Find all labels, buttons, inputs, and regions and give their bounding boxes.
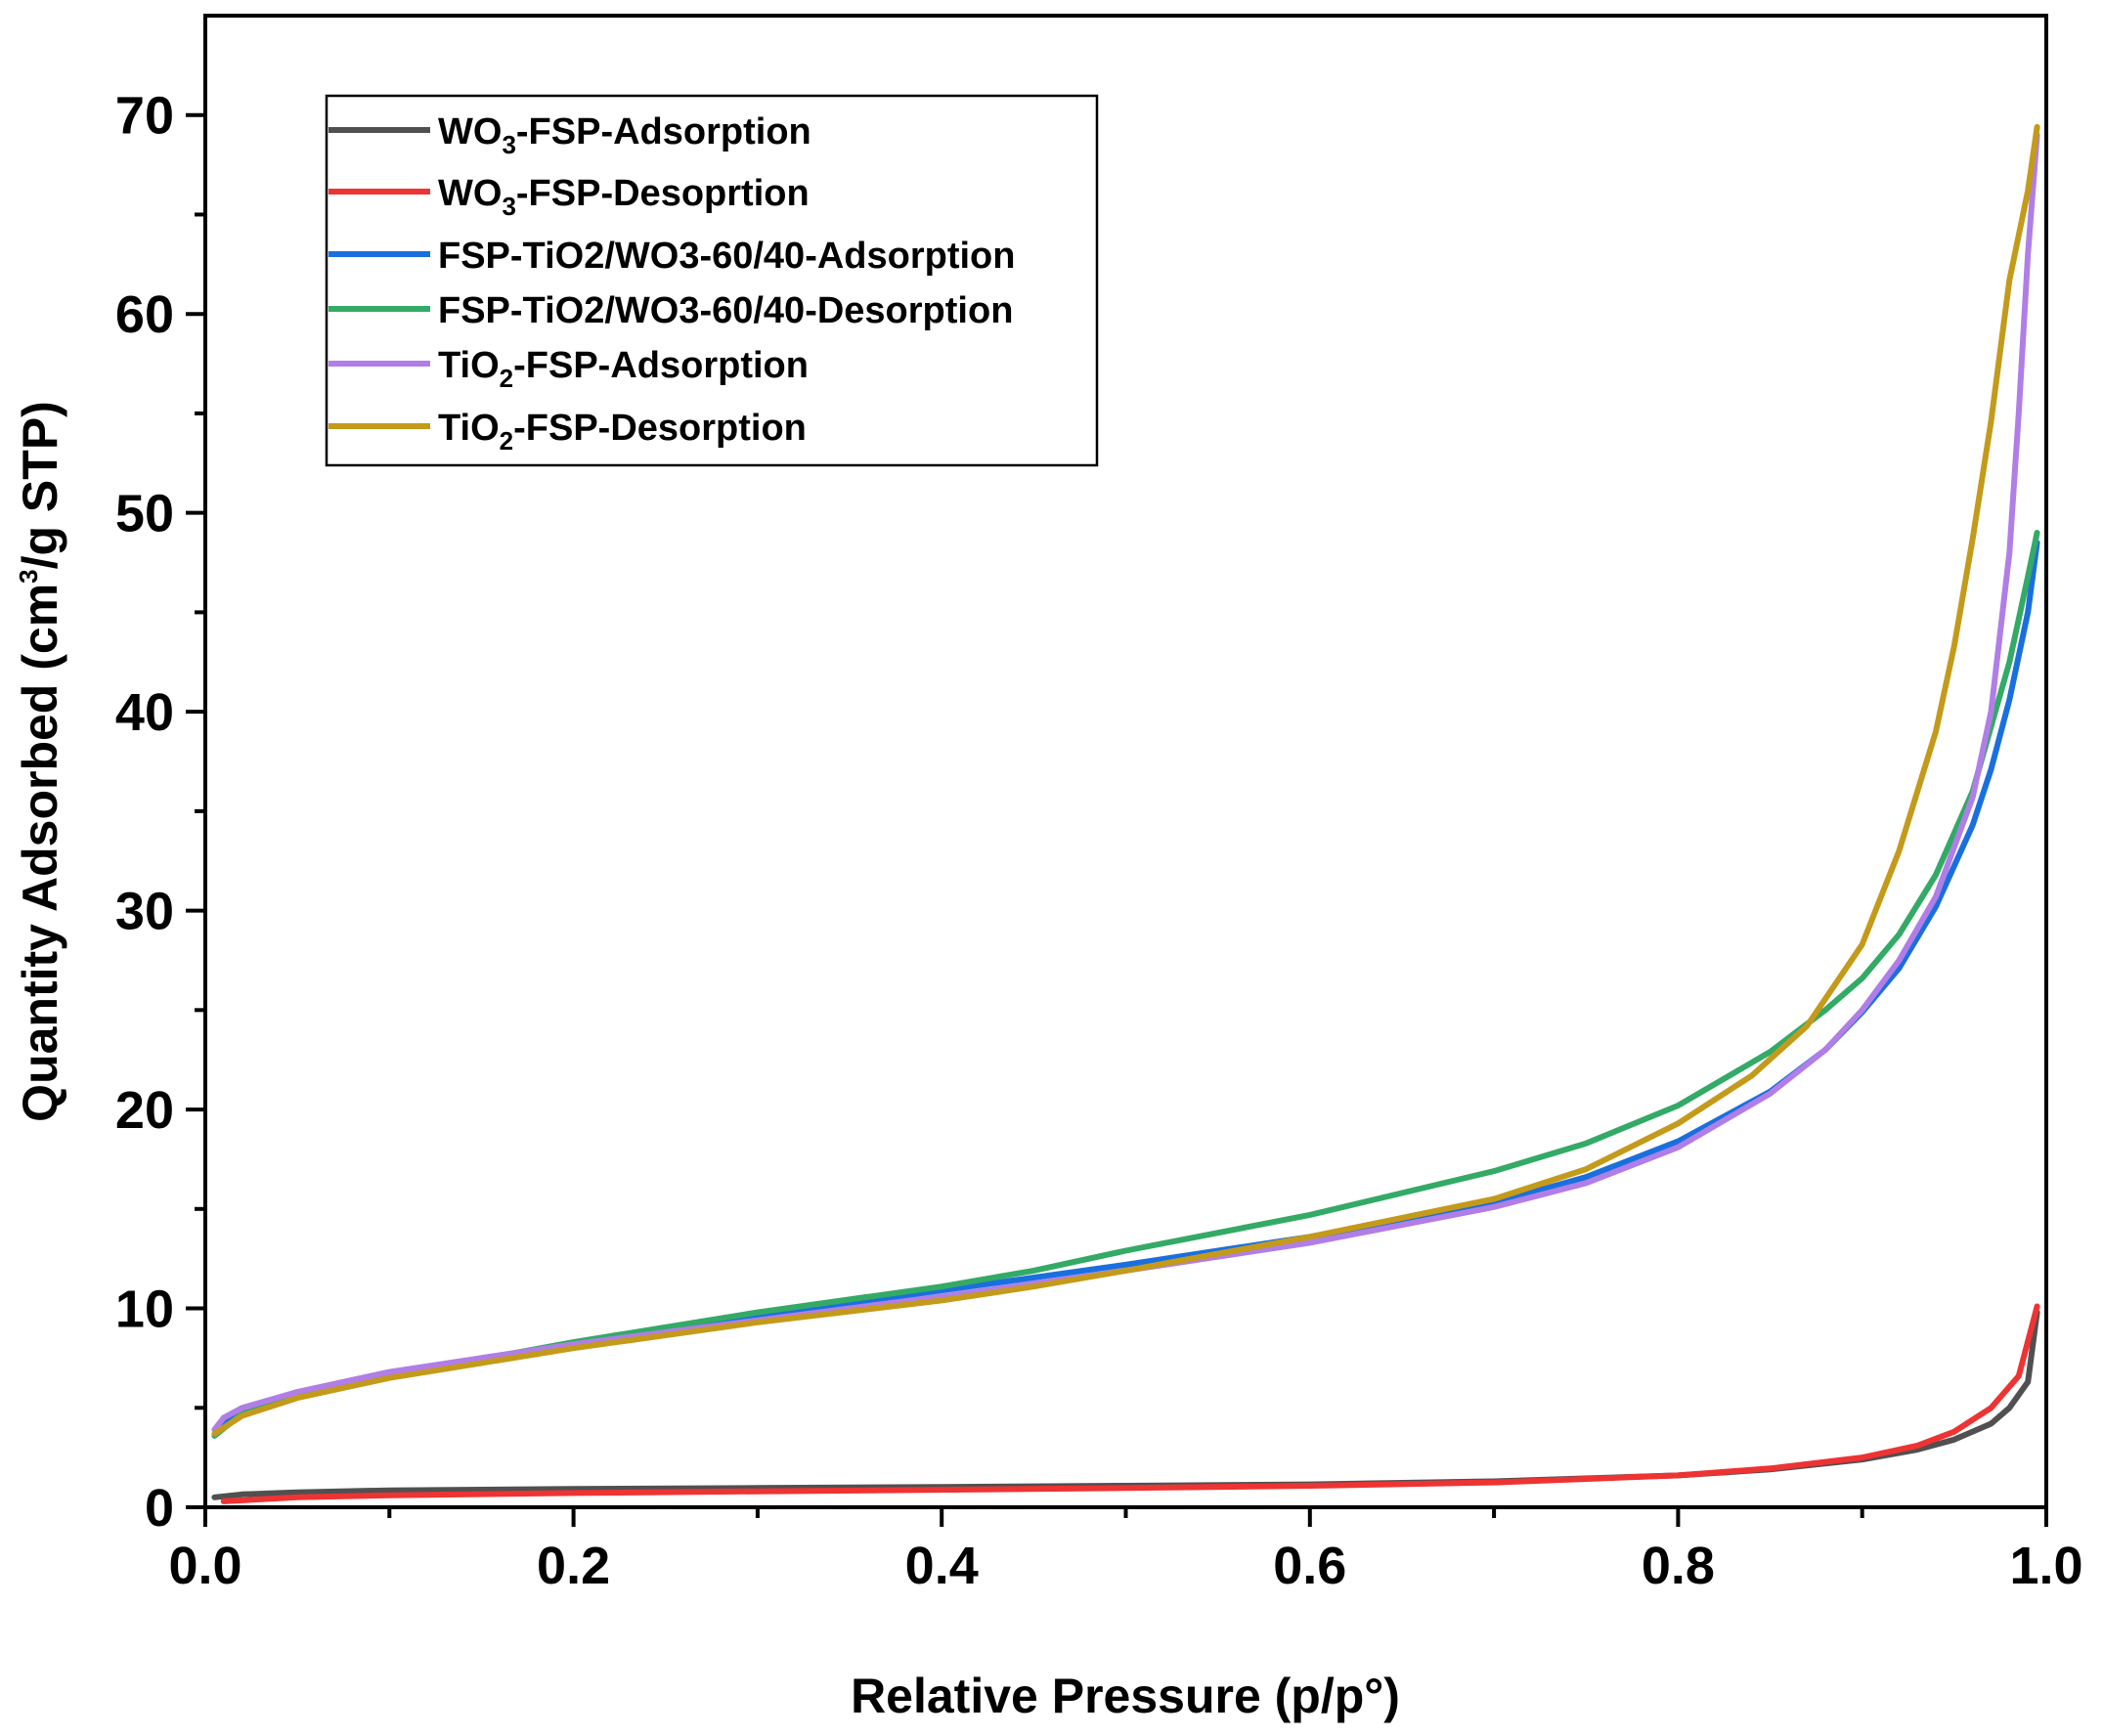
legend-label-tio2-desorption: TiO2-FSP-Desorption [438,408,807,456]
series-layer [211,123,2040,1504]
legend-label-wo3-desorption: WO3-FSP-Desoprtion [438,173,810,221]
legend-label-wo3-adsorption: WO3-FSP-Adsorption [438,111,811,159]
y-tick-label: 30 [115,883,174,941]
y-tick-label: 50 [115,485,174,543]
x-tick-label: 0.2 [537,1537,610,1595]
y-tick-label: 70 [115,87,174,146]
y-tick-label: 40 [115,683,174,742]
legend: WO3-FSP-Adsorption WO3-FSP-Desoprtion FS… [325,94,1099,467]
y-axis-title-part2: /g STP) [13,401,67,569]
series-line-1 [220,1303,2040,1504]
y-axis-title-superscript: 3 [14,569,43,583]
y-tick-label: 20 [115,1081,174,1140]
series-line-4 [211,132,2040,1433]
legend-item-composite-adsorption: FSP-TiO2/WO3-60/40-Adsorption [329,236,1015,277]
legend-item-tio2-adsorption: TiO2-FSP-Adsorption [329,345,809,393]
legend-box [325,94,1099,467]
tick-layer: 0.0 0.2 0.4 0.6 0.8 1.0 0 10 20 30 40 50 60 70 [115,87,2083,1595]
y-tick-label: 0 [145,1479,174,1538]
x-tick-label: 0.4 [905,1537,979,1595]
legend-item-wo3-adsorption: WO3-FSP-Adsorption [329,111,811,159]
y-axis-title-part1: Quantity Adsorbed (cm [13,584,67,1122]
x-axis-title: Relative Pressure (p/p°) [851,1669,1400,1723]
x-tick-label: 0.6 [1273,1537,1346,1595]
legend-label-composite-desorption: FSP-TiO2/WO3-60/40-Desorption [438,290,1013,331]
legend-item-wo3-desorption: WO3-FSP-Desoprtion [329,173,810,221]
legend-label-tio2-adsorption: TiO2-FSP-Adsorption [438,345,809,393]
legend-item-composite-desorption: FSP-TiO2/WO3-60/40-Desorption [329,290,1013,331]
x-tick-label: 0.0 [168,1537,241,1595]
series-line-5 [211,123,2040,1437]
x-tick-label: 1.0 [2009,1537,2082,1595]
legend-label-composite-adsorption: FSP-TiO2/WO3-60/40-Adsorption [438,236,1015,277]
y-tick-label: 10 [115,1280,174,1339]
y-tick-label: 60 [115,285,174,344]
legend-item-tio2-desorption: TiO2-FSP-Desorption [329,408,807,456]
y-axis-title: Quantity Adsorbed (cm3/g STP) [13,401,67,1122]
x-tick-label: 0.8 [1642,1537,1715,1595]
